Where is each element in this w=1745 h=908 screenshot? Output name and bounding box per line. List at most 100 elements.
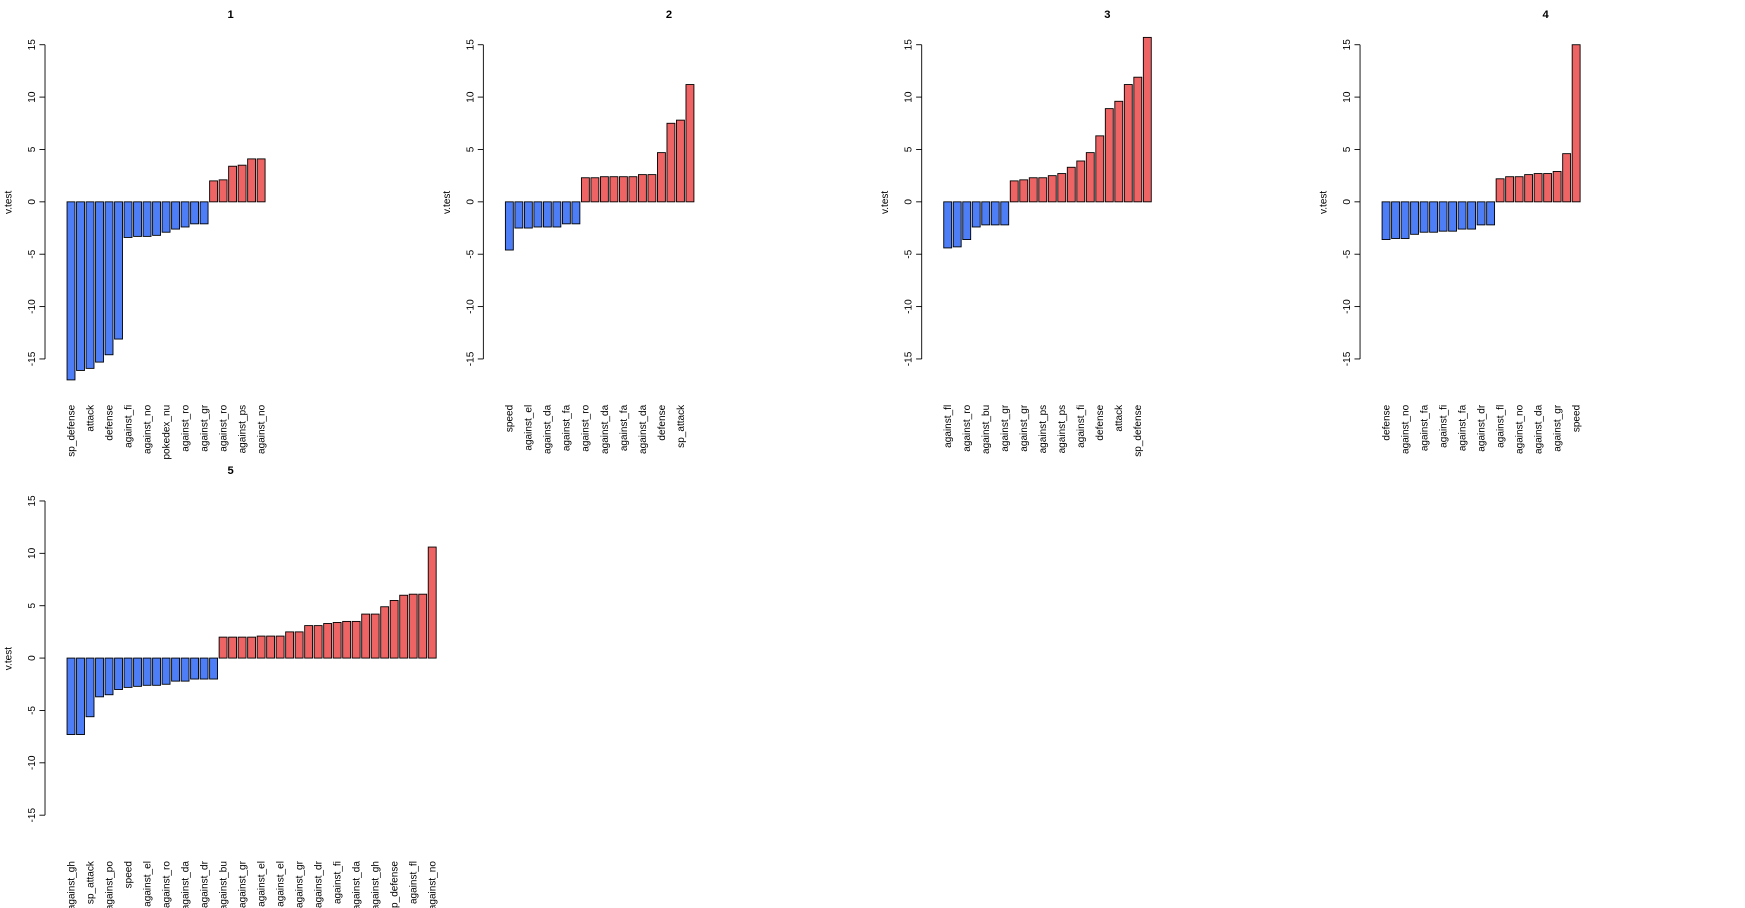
bar: [351, 620, 361, 659]
y-tick-label: 5: [904, 146, 915, 152]
bar: [142, 657, 152, 686]
bar: [1514, 176, 1524, 203]
bar: [323, 623, 333, 659]
x-tick-label: against_ps: [237, 405, 248, 454]
x-tick-label: against_dr: [1476, 404, 1487, 452]
subplot: 4 v.test -15 -10 -5 0 5 10 15 defense against_no ag…: [1319, 9, 1583, 454]
bar: [123, 201, 133, 238]
x-tick-label: sp_defense: [1133, 404, 1144, 456]
bar: [161, 657, 171, 685]
bar: [332, 622, 342, 659]
x-tick-label: against_fi: [1076, 405, 1087, 448]
bar: [256, 635, 266, 659]
y-tick-label: -10: [27, 299, 38, 314]
bar: [142, 201, 152, 237]
bar: [361, 613, 371, 659]
bar: [95, 657, 104, 698]
bar: [1552, 171, 1562, 203]
x-tick-label: attack: [85, 404, 96, 432]
x-tick-label: pokedex_nu: [161, 405, 172, 460]
x-tick-label: against_bu: [218, 861, 229, 908]
y-tick-label: -15: [904, 351, 915, 366]
y-axis-label: v.test: [3, 647, 14, 670]
bar: [123, 657, 133, 688]
x-tick-label: against_el: [275, 861, 286, 907]
x-tick-label: against_ro: [581, 404, 592, 451]
y-tick-label: 15: [27, 39, 38, 51]
bar: [180, 201, 190, 228]
bar: [285, 631, 295, 659]
bar: [981, 201, 991, 226]
bar: [380, 606, 390, 659]
x-tick-label: sp_attack: [676, 404, 687, 448]
bar: [676, 119, 685, 203]
y-tick-label: 15: [465, 39, 476, 51]
chart-title: 1: [228, 9, 234, 21]
bar: [190, 657, 199, 680]
subplot: 2 v.test -15 -10 -5 0 5 10 15 speed against_el agai…: [442, 9, 695, 454]
bar: [943, 201, 953, 249]
bar: [389, 600, 399, 659]
x-tick-label: against_po: [104, 861, 115, 908]
x-tick-label: against_fl: [409, 861, 420, 904]
bar: [1448, 201, 1457, 232]
x-tick-label: against_no: [1514, 404, 1525, 454]
bar: [76, 201, 85, 371]
y-tick-label: 10: [465, 91, 476, 103]
bar: [1571, 44, 1581, 203]
bar: [1562, 153, 1572, 203]
x-tick-label: speed: [505, 405, 516, 432]
bar: [514, 201, 524, 229]
bar: [294, 631, 304, 659]
bar: [85, 657, 95, 718]
y-tick-label: 10: [1342, 91, 1353, 103]
y-tick-label: 15: [904, 39, 915, 51]
bar: [152, 201, 161, 236]
bar: [1066, 166, 1076, 203]
bar: [685, 84, 695, 203]
y-tick-label: -15: [1342, 351, 1353, 366]
bar: [1047, 175, 1057, 203]
y-tick-label: 15: [27, 495, 38, 507]
bar: [1486, 201, 1496, 226]
bar: [1142, 36, 1152, 203]
y-tick-label: 5: [1342, 146, 1353, 152]
chart-title: 2: [666, 9, 672, 21]
x-tick-label: against_fa: [619, 404, 630, 451]
x-tick-label: defense: [657, 404, 668, 440]
bar: [171, 657, 180, 682]
bar: [399, 594, 409, 659]
bar: [247, 158, 257, 203]
bar: [552, 201, 562, 228]
y-tick-label: -15: [465, 351, 476, 366]
bar: [114, 657, 123, 690]
bar: [1123, 84, 1133, 203]
x-tick-label: against_da: [600, 404, 611, 454]
bar: [1057, 173, 1067, 203]
bar: [971, 201, 981, 228]
bar: [1009, 180, 1019, 203]
bar: [304, 625, 314, 659]
bar: [66, 201, 76, 381]
y-tick-label: -15: [27, 351, 38, 366]
x-tick-label: defense: [104, 404, 115, 440]
x-tick-label: speed: [123, 861, 134, 888]
bar: [609, 176, 619, 203]
x-tick-label: against_bu: [981, 405, 992, 454]
x-tick-label: p_defense: [390, 861, 401, 908]
x-tick-label: against_gr: [294, 860, 305, 908]
x-tick-label: against_dr: [313, 860, 324, 908]
y-tick-label: -10: [465, 299, 476, 314]
bar: [666, 122, 676, 203]
x-tick-label: against_no: [428, 861, 439, 908]
bar: [647, 174, 657, 203]
x-tick-label: defense: [1095, 404, 1106, 440]
bar: [618, 176, 628, 203]
bar: [580, 177, 590, 203]
x-tick-label: against_ro: [218, 404, 229, 451]
bar: [209, 657, 219, 680]
bar: [1495, 178, 1505, 203]
bar: [1114, 100, 1124, 203]
x-tick-label: against_ro: [962, 404, 973, 451]
bar: [952, 201, 962, 248]
